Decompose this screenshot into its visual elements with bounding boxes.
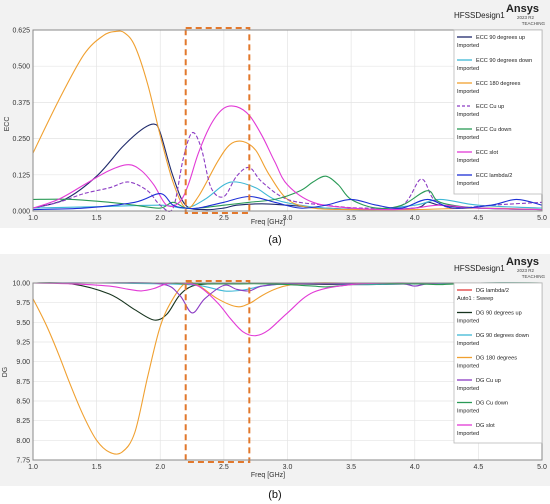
dg-legend-sub: Imported — [457, 409, 479, 415]
ecc-y-tick-label: 0.125 — [12, 172, 30, 179]
ecc-y-tick-label: 0.500 — [12, 64, 30, 71]
dg-y-tick-label: 9.75 — [16, 300, 30, 307]
ecc-y-tick-label: 0.000 — [12, 209, 30, 216]
ansys-logo-text-a: Ansys — [506, 3, 539, 15]
dg-y-tick-label: 9.25 — [16, 340, 30, 347]
ansys-edition-a: TEACHING — [522, 21, 546, 26]
ecc-legend-name: ECC 180 degrees — [476, 81, 521, 87]
dg-legend-name: DG 90 degrees down — [476, 333, 529, 339]
dg-legend: DG lambda/2 Auto1 : Sweep DG 90 degrees up… — [453, 282, 543, 444]
ecc-x-tick-label: 4.5 — [474, 215, 484, 222]
dg-x-tick-label: 5.0 — [537, 464, 547, 471]
ecc-series-line — [32, 175, 543, 211]
dg-tick-labels: 1.0 1.5 2.0 2.5 3.0 3.5 4.0 4.5 5.0 7.75 8.00 8.25 8… — [12, 281, 547, 472]
ecc-y-tick-label: 0.625 — [12, 28, 30, 35]
dg-legend-name: DG 180 degrees — [476, 356, 517, 362]
dg-legend-name: DG Cu up — [476, 378, 501, 384]
ecc-legend-name: ECC Cu up — [476, 104, 504, 110]
ecc-legend: ECC 90 degrees up Imported ECC 90 degrees … — [453, 29, 543, 195]
ecc-legend-name: ECC Cu down — [476, 127, 511, 133]
dg-x-tick-label: 4.5 — [474, 464, 484, 471]
dg-x-tick-label: 3.5 — [346, 464, 356, 471]
dg-legend-name: DG Cu down — [476, 401, 508, 407]
dg-highlight-box — [184, 280, 251, 463]
ecc-design-name: HFSSDesign1 — [454, 11, 505, 20]
ecc-x-tick-label: 1.5 — [92, 215, 102, 222]
dg-legend-sub: Imported — [457, 319, 479, 325]
ansys-version-a: 2023 R2 — [517, 15, 535, 20]
ecc-series-line — [32, 193, 543, 211]
ecc-series-line — [32, 105, 543, 211]
dg-y-tick-label: 8.50 — [16, 399, 30, 406]
dg-legend-name: DG 90 degrees up — [476, 311, 522, 317]
dg-legend-sub: Imported — [457, 364, 479, 370]
dg-legend-sub: Imported — [457, 386, 479, 392]
ecc-y-axis-label: ECC — [4, 117, 11, 132]
ecc-chart-panel: 1.0 1.5 2.0 2.5 3.0 3.5 4.0 4.5 5.0 0.000 0.125 0.2… — [0, 0, 550, 228]
ecc-y-tick-label: 0.250 — [12, 136, 30, 143]
ecc-legend-sub: Imported — [457, 158, 479, 164]
ecc-legend-box — [453, 29, 543, 195]
ecc-legend-sub: Imported — [457, 135, 479, 141]
ecc-x-tick-label: 1.0 — [28, 215, 38, 222]
dg-y-tick-label: 9.00 — [16, 359, 30, 366]
ecc-y-tick-label: 0.375 — [12, 100, 30, 107]
ecc-x-tick-label: 2.5 — [219, 215, 229, 222]
dg-y-tick-label: 8.25 — [16, 418, 30, 425]
ecc-legend-sub: Imported — [457, 112, 479, 118]
ecc-series-line — [32, 123, 543, 211]
dg-legend-name: DG slot — [476, 423, 495, 429]
ecc-legend-name: ECC lambda/2 — [476, 173, 512, 179]
ecc-legend-name: ECC 90 degrees down — [476, 58, 532, 64]
ecc-highlight-box — [184, 27, 251, 214]
panel-a-caption: (a) — [268, 234, 281, 246]
dg-x-tick-label: 4.0 — [410, 464, 420, 471]
ecc-x-tick-label: 5.0 — [537, 215, 547, 222]
ecc-x-tick-label: 3.0 — [283, 215, 293, 222]
ecc-series-line — [32, 131, 543, 212]
dg-design-name: HFSSDesign1 — [454, 264, 505, 273]
ecc-series-line — [32, 181, 543, 211]
ecc-series-line — [32, 30, 543, 211]
ecc-legend-sub: Imported — [457, 66, 479, 72]
ecc-legend-name: ECC 90 degrees up — [476, 35, 525, 41]
ecc-legend-name: ECC slot — [476, 150, 499, 156]
dg-x-tick-label: 1.5 — [92, 464, 102, 471]
ecc-legend-sub: Imported — [457, 89, 479, 95]
ecc-x-tick-label: 2.0 — [155, 215, 165, 222]
dg-series-line — [32, 282, 543, 288]
dg-legend-box — [453, 282, 543, 444]
ansys-version-b: 2023 R2 — [517, 268, 535, 273]
ecc-legend-sub: Imported — [457, 43, 479, 49]
dg-x-axis-label: Freq [GHz] — [251, 472, 285, 479]
dg-legend-sub: Auto1 : Sweep — [457, 296, 493, 302]
ansys-logo-text-b: Ansys — [506, 256, 539, 268]
dg-legend-sub: Imported — [457, 341, 479, 347]
dg-x-tick-label: 3.0 — [283, 464, 293, 471]
panel-b-caption: (b) — [268, 489, 281, 501]
dg-y-tick-label: 8.75 — [16, 379, 30, 386]
dg-legend-sub: Imported — [457, 431, 479, 437]
ecc-series-group — [32, 30, 543, 212]
dg-x-tick-label: 1.0 — [28, 464, 38, 471]
dg-y-tick-label: 7.75 — [16, 458, 30, 465]
dg-legend-name: DG lambda/2 — [476, 288, 509, 294]
ecc-legend-sub: Imported — [457, 181, 479, 187]
dg-y-tick-label: 8.00 — [16, 438, 30, 445]
ecc-x-tick-label: 3.5 — [346, 215, 356, 222]
dg-x-tick-label: 2.5 — [219, 464, 229, 471]
dg-chart-panel: 1.0 1.5 2.0 2.5 3.0 3.5 4.0 4.5 5.0 7.75 8.00 8.25 8… — [0, 254, 550, 486]
dg-x-tick-label: 2.0 — [155, 464, 165, 471]
ecc-x-tick-label: 4.0 — [410, 215, 420, 222]
ecc-x-axis-label: Freq [GHz] — [251, 219, 285, 226]
dg-y-axis-label: DG — [2, 367, 9, 378]
ecc-tick-labels: 1.0 1.5 2.0 2.5 3.0 3.5 4.0 4.5 5.0 0.000 0.125 0.2… — [12, 28, 547, 223]
dg-y-tick-label: 9.50 — [16, 320, 30, 327]
ansys-edition-b: TEACHING — [522, 274, 546, 279]
dg-y-tick-label: 10.00 — [12, 281, 30, 288]
